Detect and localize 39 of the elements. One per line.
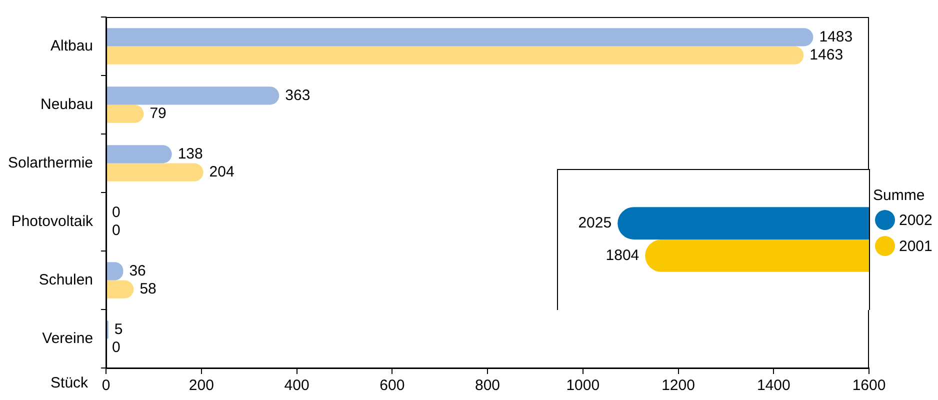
x-tick-label: 800 [475, 377, 500, 394]
data-label: 5 [114, 320, 123, 338]
y-tick-label: Solarthermie [8, 154, 94, 172]
data-label: 1463 [810, 46, 844, 64]
y-tick-label: Schulen [38, 271, 94, 288]
data-label: 2025 [578, 214, 612, 232]
data-label: 363 [285, 86, 310, 104]
data-label: 0 [112, 204, 120, 221]
data-label: 138 [178, 145, 203, 162]
bar [106, 28, 814, 46]
bar [106, 145, 172, 164]
bar [106, 86, 280, 105]
data-label: 0 [112, 338, 120, 356]
data-label: 0 [112, 222, 120, 239]
x-tick-label: 600 [380, 377, 405, 394]
x-tick-label: 200 [188, 377, 214, 394]
x-tick-label: 1400 [756, 377, 790, 394]
bar [106, 163, 204, 182]
legend-label: 2002 [899, 212, 932, 228]
data-label: 204 [209, 163, 234, 180]
x-axis-title: Stück [50, 374, 89, 392]
x-tick-label: 1600 [852, 377, 886, 394]
data-label: 79 [150, 104, 166, 122]
x-tick-label: 1000 [566, 377, 600, 394]
data-label: 58 [140, 280, 156, 298]
data-label: 36 [129, 262, 146, 280]
bar [106, 104, 144, 123]
x-tick-label: 400 [284, 377, 310, 394]
y-tick-label: Neubau [40, 96, 94, 113]
x-tick-label: 0 [102, 377, 110, 394]
data-label: 1804 [606, 246, 640, 264]
y-tick-label: Vereine [42, 330, 94, 347]
data-label: 1483 [819, 28, 853, 46]
legend-title: Summe [873, 187, 926, 204]
bar [106, 46, 804, 64]
legend-label: 2001 [899, 238, 932, 254]
y-tick-label: Altbau [50, 37, 94, 54]
x-tick-label: 1200 [662, 377, 695, 394]
y-tick-label: Photovoltaik [11, 212, 94, 230]
